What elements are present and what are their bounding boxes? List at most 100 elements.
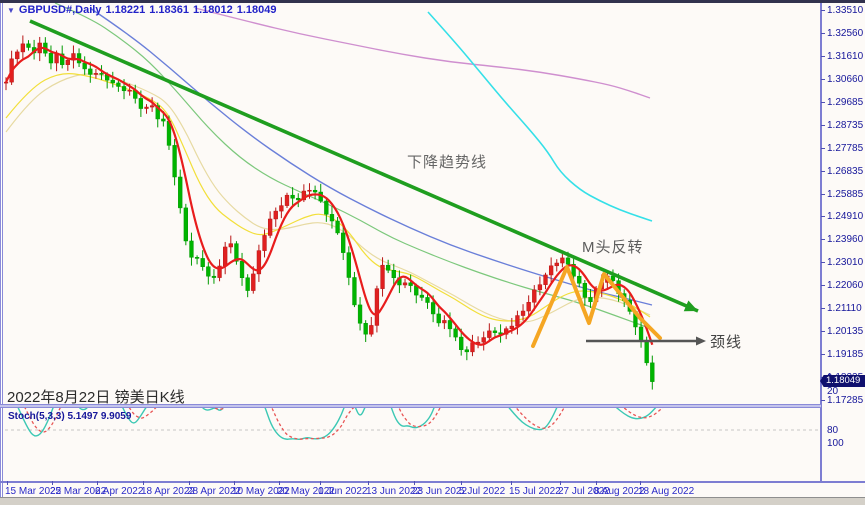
price-axis-label: 1.26835: [827, 165, 864, 177]
ma-gold-line: [5, 73, 651, 322]
m-top-pattern-line[interactable]: [531, 265, 662, 348]
ma-magenta-line: [194, 7, 651, 99]
time-axis-tick: [320, 481, 321, 485]
price-axis-tick: [821, 55, 825, 57]
annotation-downtrend-line: 下降趋势线: [407, 154, 488, 171]
time-axis-label: 15 Mar 2022: [5, 486, 62, 497]
time-axis-tick: [234, 481, 235, 485]
time-axis-tick: [97, 481, 98, 485]
price-axis-label: 1.22060: [827, 280, 864, 292]
time-axis-label: 20 May 2022: [277, 486, 335, 497]
time-axis-tick: [7, 481, 8, 485]
time-axis-tick: [52, 481, 53, 485]
main-chart-layer: [4, 3, 706, 390]
price-axis-tick: [821, 331, 825, 333]
time-axis-label: 6 Apr 2022: [95, 486, 144, 497]
quote-close: 1.18049: [236, 4, 277, 16]
price-axis-tick: [821, 193, 825, 195]
candles-layer: [4, 35, 655, 390]
price-axis-tick: [821, 216, 825, 218]
time-axis-label: 10 May 2022: [232, 486, 290, 497]
time-axis-label: 28 Apr 2022: [187, 486, 241, 497]
chart-caption: 2022年8月22日 镑美日K线: [7, 389, 185, 406]
quote-low: 1.18012: [192, 4, 233, 16]
price-axis-tick: [821, 354, 825, 356]
price-axis-label: 1.31610: [827, 50, 864, 62]
price-axis-tick: [821, 400, 825, 401]
time-axis-label: 18 Apr 2022: [141, 486, 195, 497]
time-axis-label: 13 Jun 2022: [366, 486, 422, 497]
time-axis-line: [0, 481, 865, 483]
time-axis-tick: [189, 481, 190, 485]
quote-open: 1.18221: [105, 4, 146, 16]
current-price-tag: 1.18049: [820, 375, 865, 387]
stoch-k-line: [17, 408, 657, 441]
price-axis-tick: [821, 147, 825, 149]
price-axis-tick: [821, 124, 825, 126]
window-top-edge: [0, 0, 865, 3]
time-axis-tick: [596, 481, 597, 485]
stoch-d-line: [24, 408, 664, 440]
annotation-m-top-reversal: M头反转: [582, 239, 644, 256]
downtrend-line[interactable]: [29, 19, 699, 313]
quote-high: 1.18361: [149, 4, 189, 16]
time-axis-tick: [461, 481, 462, 485]
time-axis-label: 25 Mar 2022: [50, 486, 107, 497]
downtrend-arrowhead: [683, 300, 698, 312]
ma-pale-line: [5, 73, 651, 323]
window-bottom-edge: [0, 497, 865, 505]
price-axis-tick: [821, 170, 825, 172]
time-axis-tick: [143, 481, 144, 485]
price-axis-tick: [821, 32, 825, 34]
price-axis-label: 1.20135: [827, 326, 864, 338]
stochastic-pane[interactable]: [3, 379, 819, 441]
neckline-arrowhead: [696, 336, 706, 346]
price-axis-label: 1.27785: [827, 142, 864, 154]
price-axis-label: 1.28735: [827, 119, 864, 131]
ma-red-line: [5, 46, 654, 346]
price-axis-tick: [821, 10, 825, 11]
chevron-down-icon: ▼: [7, 5, 15, 15]
price-axis-tick: [821, 308, 825, 310]
price-axis-label: 1.23010: [827, 257, 864, 269]
price-axis-label: 1.30660: [827, 73, 864, 85]
time-axis-label: 1 Jun 2022: [318, 486, 368, 497]
price-axis-separator: [820, 3, 822, 482]
time-axis-label: 5 Jul 2022: [459, 486, 506, 497]
stoch-scale-label: 100: [827, 438, 844, 449]
price-axis-tick: [821, 78, 825, 80]
price-axis-label: 1.23960: [827, 234, 864, 246]
symbol-period-label: GBPUSD#,Daily: [18, 4, 102, 16]
time-axis-label: 8 Aug 2022: [594, 486, 645, 497]
price-axis-tick: [821, 285, 825, 287]
time-axis-label: 18 Aug 2022: [638, 486, 695, 497]
price-axis-tick: [821, 101, 825, 103]
stoch-scale-label: 20: [827, 386, 839, 397]
price-axis-label: 1.21110: [827, 303, 862, 315]
time-axis-label: 15 Jul 2022: [509, 486, 561, 497]
time-axis-label: 23 Jun 2022: [412, 486, 468, 497]
price-axis-label: 1.32560: [827, 27, 864, 39]
price-axis-label: 1.19185: [827, 349, 864, 361]
price-axis-label: 1.17285: [827, 395, 864, 406]
price-axis-label: 1.29685: [827, 96, 864, 108]
time-axis-tick: [279, 481, 280, 485]
price-axis-label: 1.33510: [827, 5, 864, 16]
ma-cyan-line: [427, 11, 653, 222]
stochastic-indicator-label: Stoch(5,3,3) 5.1497 9.9059: [8, 411, 132, 422]
time-axis-tick: [640, 481, 641, 485]
price-axis-tick: [821, 239, 825, 241]
price-axis-label: 1.25885: [827, 188, 864, 200]
quote-line: ▼ GBPUSD#,Daily 1.18221 1.18361 1.18012 …: [7, 4, 277, 16]
price-axis-tick: [821, 262, 825, 264]
annotation-neckline: 颈线: [710, 334, 743, 351]
price-axis-label: 1.24910: [827, 211, 864, 223]
stoch-scale-label: 80: [827, 425, 839, 436]
window-left-border: [0, 3, 4, 497]
time-axis-tick: [511, 481, 512, 485]
time-axis-tick: [368, 481, 369, 485]
panel-separator[interactable]: [0, 404, 821, 408]
time-axis-label: 27 Jul 2022: [558, 486, 610, 497]
